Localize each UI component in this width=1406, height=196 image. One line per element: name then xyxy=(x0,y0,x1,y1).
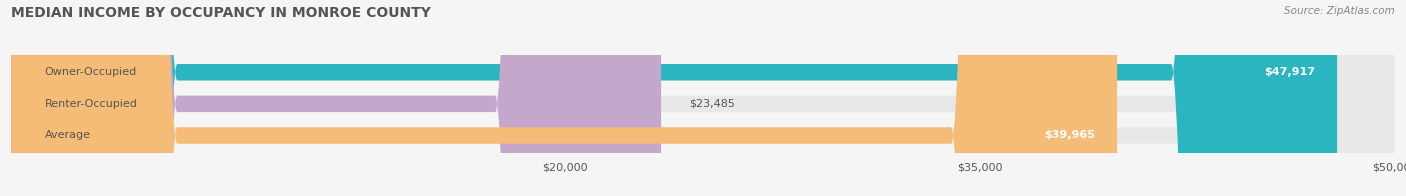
Text: $47,917: $47,917 xyxy=(1264,67,1315,77)
Text: Average: Average xyxy=(45,131,90,141)
FancyBboxPatch shape xyxy=(11,0,1395,196)
Text: Renter-Occupied: Renter-Occupied xyxy=(45,99,138,109)
FancyBboxPatch shape xyxy=(11,0,661,196)
FancyBboxPatch shape xyxy=(11,0,1337,196)
Text: Owner-Occupied: Owner-Occupied xyxy=(45,67,136,77)
Text: MEDIAN INCOME BY OCCUPANCY IN MONROE COUNTY: MEDIAN INCOME BY OCCUPANCY IN MONROE COU… xyxy=(11,6,432,20)
FancyBboxPatch shape xyxy=(11,0,1395,196)
Text: Source: ZipAtlas.com: Source: ZipAtlas.com xyxy=(1284,6,1395,16)
Text: $39,965: $39,965 xyxy=(1045,131,1095,141)
FancyBboxPatch shape xyxy=(11,0,1395,196)
Text: $23,485: $23,485 xyxy=(689,99,734,109)
FancyBboxPatch shape xyxy=(11,0,1118,196)
